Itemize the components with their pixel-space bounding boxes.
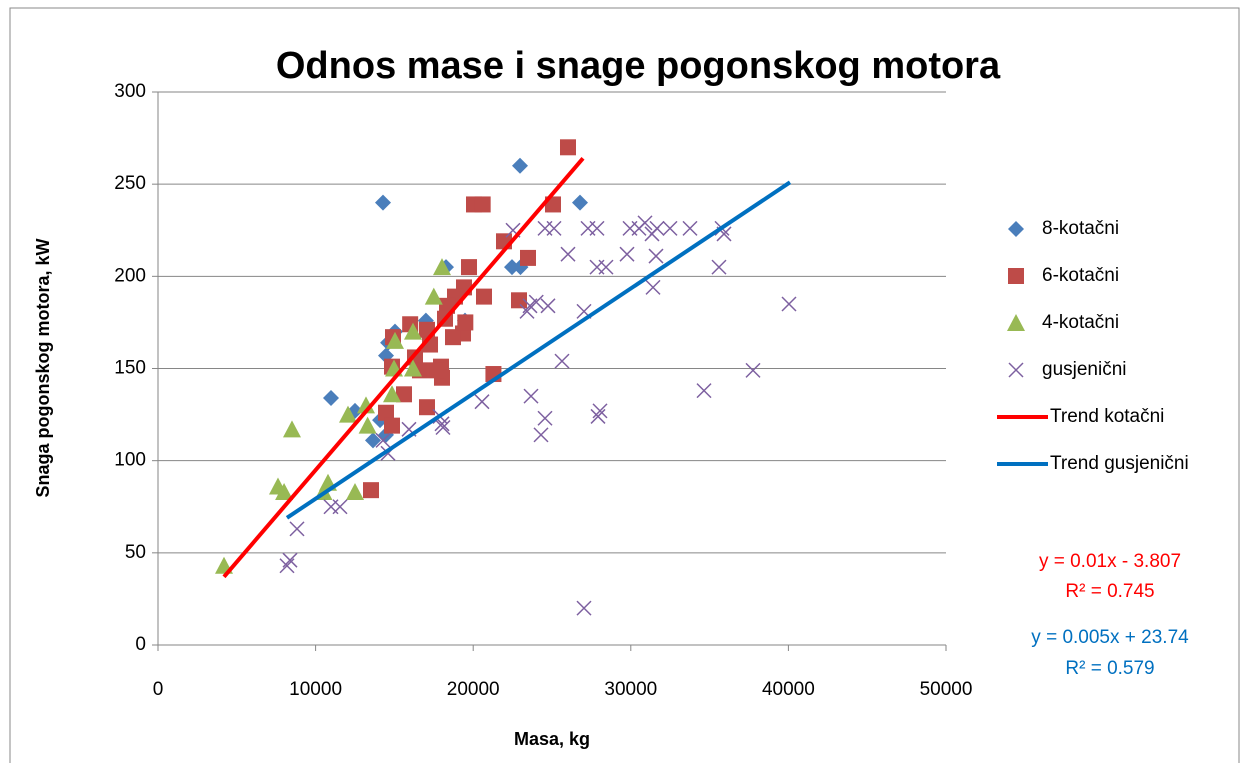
point bbox=[444, 329, 461, 346]
point bbox=[403, 359, 422, 377]
point bbox=[282, 552, 298, 568]
y-axis-label: Snaga pogonskog motora, kW bbox=[33, 238, 53, 497]
point bbox=[457, 314, 474, 331]
legend-label: Trend kotačni bbox=[1050, 406, 1164, 427]
point bbox=[375, 432, 391, 448]
point bbox=[540, 298, 556, 314]
point bbox=[559, 139, 576, 156]
point bbox=[322, 389, 339, 406]
point bbox=[339, 405, 358, 423]
point bbox=[682, 220, 698, 236]
point bbox=[282, 420, 301, 438]
point bbox=[590, 408, 606, 424]
chart-title: Odnos mase i snage pogonskog motora bbox=[276, 45, 1001, 87]
point bbox=[696, 383, 712, 399]
annotation: R² = 0.745 bbox=[1065, 581, 1154, 602]
point bbox=[533, 427, 549, 443]
point bbox=[424, 287, 443, 305]
chart-frame bbox=[9, 7, 1240, 763]
point bbox=[364, 432, 381, 449]
y-tick-label: 200 bbox=[114, 265, 146, 286]
point bbox=[554, 353, 570, 369]
legend-label: gusjenični bbox=[1042, 359, 1127, 380]
point bbox=[362, 482, 379, 499]
point bbox=[504, 259, 521, 276]
x-tick-label: 30000 bbox=[604, 679, 657, 700]
point bbox=[474, 196, 491, 213]
legend-label: 8-kotačni bbox=[1042, 218, 1119, 239]
point bbox=[537, 410, 553, 426]
point bbox=[781, 296, 797, 312]
point bbox=[592, 403, 608, 419]
legend-label: Trend gusjenični bbox=[1050, 453, 1189, 474]
point bbox=[375, 194, 392, 211]
point bbox=[432, 258, 451, 276]
annotation: y = 0.005x + 23.74 bbox=[1031, 627, 1189, 648]
point bbox=[519, 249, 536, 266]
point bbox=[403, 322, 422, 340]
y-tick-label: 50 bbox=[125, 542, 146, 563]
point bbox=[510, 292, 527, 309]
point bbox=[523, 388, 539, 404]
trend-line bbox=[285, 180, 792, 520]
point bbox=[474, 394, 490, 410]
x-tick-label: 0 bbox=[153, 679, 164, 700]
point bbox=[377, 404, 394, 421]
point bbox=[598, 259, 614, 275]
point bbox=[528, 294, 544, 310]
point bbox=[289, 521, 305, 537]
legend-swatch bbox=[1007, 314, 1025, 331]
x-tick-label: 50000 bbox=[920, 679, 973, 700]
point bbox=[576, 600, 592, 616]
point bbox=[512, 157, 529, 174]
point bbox=[546, 220, 562, 236]
point bbox=[428, 362, 445, 379]
trend-line bbox=[222, 157, 585, 579]
point bbox=[619, 246, 635, 262]
y-tick-label: 150 bbox=[114, 358, 146, 379]
point bbox=[648, 248, 664, 264]
point bbox=[385, 331, 404, 349]
legend-swatch bbox=[1008, 362, 1024, 378]
point bbox=[637, 215, 653, 231]
x-tick-label: 10000 bbox=[289, 679, 342, 700]
point bbox=[711, 259, 727, 275]
y-tick-label: 250 bbox=[114, 173, 146, 194]
point bbox=[644, 226, 660, 242]
point bbox=[383, 385, 402, 403]
point bbox=[384, 417, 401, 434]
point bbox=[357, 396, 376, 414]
x-tick-label: 20000 bbox=[447, 679, 500, 700]
point bbox=[589, 220, 605, 236]
point bbox=[461, 259, 478, 276]
legend-label: 6-kotačni bbox=[1042, 265, 1119, 286]
point bbox=[645, 279, 661, 295]
point bbox=[275, 483, 294, 501]
legend-swatch bbox=[1008, 268, 1024, 284]
annotation: R² = 0.579 bbox=[1065, 658, 1154, 679]
point bbox=[662, 220, 678, 236]
point bbox=[395, 386, 412, 403]
x-tick-label: 40000 bbox=[762, 679, 815, 700]
point bbox=[435, 419, 451, 436]
annotation: y = 0.01x - 3.807 bbox=[1039, 551, 1181, 572]
legend-label: 4-kotačni bbox=[1042, 312, 1119, 333]
point bbox=[346, 483, 364, 501]
point bbox=[560, 246, 576, 262]
point bbox=[358, 416, 377, 434]
point bbox=[418, 399, 435, 416]
point bbox=[572, 194, 589, 211]
y-tick-label: 300 bbox=[114, 81, 146, 102]
legend-swatch bbox=[1008, 221, 1024, 237]
y-tick-label: 100 bbox=[114, 450, 146, 471]
x-axis-label: Masa, kg bbox=[514, 729, 590, 749]
point bbox=[745, 362, 761, 378]
point bbox=[475, 288, 492, 305]
y-tick-label: 0 bbox=[135, 634, 146, 655]
point bbox=[332, 499, 348, 515]
